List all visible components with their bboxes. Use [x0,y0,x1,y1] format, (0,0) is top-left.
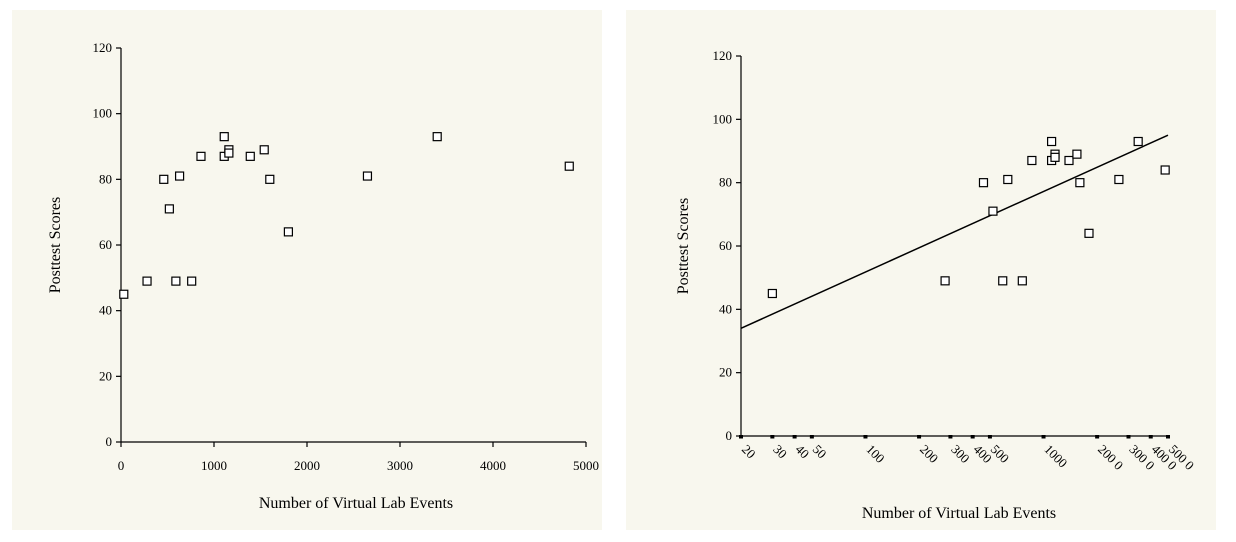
data-point [1075,178,1085,188]
data-point [265,174,275,184]
y-tick-label: 40 [99,303,112,318]
data-point [164,204,174,214]
x-tick [970,435,975,439]
y-tick-label: 100 [713,111,733,126]
data-point [1017,276,1027,286]
x-tick-label: 5000 [573,458,599,473]
data-point [978,178,989,188]
y-axis-title: Posttest Scores [47,197,64,293]
x-tick-label: 300 0 [1126,442,1157,473]
y-axis-title: Posttest Scores [675,198,692,294]
data-point [142,276,152,286]
data-point [1003,174,1013,185]
x-tick-label: 0 [118,458,125,473]
x-tick [1148,435,1153,439]
data-point [196,151,206,161]
y-tick-label: 80 [99,171,112,186]
y-tick-label: 0 [726,428,733,443]
x-tick-label: 1000 [1041,442,1070,471]
data-point [432,132,442,142]
data-point [940,276,950,286]
data-point [219,132,229,142]
data-point [1160,165,1170,175]
x-tick [1041,435,1046,439]
data-point [1047,136,1057,147]
linear-scatter-chart: 0 20 40 60 80 100 120 0 1000 2000 3000 4000 5000 Numb… [47,40,599,512]
data-point [119,289,129,299]
x-tick-label: 30 [770,442,790,462]
x-tick [770,435,775,439]
x-tick [917,435,922,439]
data-point [187,276,197,286]
data-point [1050,152,1060,162]
data-point [998,276,1008,286]
x-tick-label: 20 [739,442,759,462]
y-tick-label: 20 [99,368,112,383]
y-tick-label: 40 [719,301,732,316]
x-tick [1095,435,1100,439]
x-axis-title: Number of Virtual Lab Events [259,495,453,512]
y-tick-label: 120 [713,48,733,63]
y-tick-label: 0 [106,434,113,449]
x-tick [863,435,868,439]
data-point [245,151,255,161]
x-tick [1126,435,1131,439]
data-point [224,148,234,158]
data-point [283,227,293,237]
x-tick [739,435,743,439]
data-point [1072,149,1082,159]
data-point [767,288,777,299]
log-scatter-panel: 0 20 40 60 80 100 120 20 30 40 50 100 200 300 400 500 10… [626,10,1216,530]
linear-scatter-panel: 0 20 40 60 80 100 120 0 1000 2000 3000 4000 5000 Numb… [12,10,602,530]
x-tick-label: 200 0 [1095,442,1126,473]
data-point [1084,228,1094,238]
x-tick [987,435,992,439]
y-tick-label: 120 [93,40,113,55]
x-tick [948,435,953,439]
data-point [1027,155,1037,166]
data-point [171,276,181,286]
x-tick-label: 1000 [201,458,227,473]
y-tick-label: 100 [93,106,113,121]
y-tick-label: 80 [719,175,732,190]
x-tick-label: 3000 [387,458,413,473]
x-tick-label: 4000 [480,458,506,473]
data-point [1133,136,1143,147]
data-point [259,145,269,155]
x-tick-label: 50 [810,442,830,462]
data-point [159,174,169,184]
data-point [1064,155,1074,166]
x-tick-label: 100 [863,442,887,466]
data-point [1114,174,1124,185]
y-tick-label: 20 [719,365,732,380]
data-point [988,206,998,216]
x-tick [809,435,814,439]
data-point [564,161,574,171]
data-point [362,171,373,181]
x-axis-title: Number of Virtual Lab Events [862,505,1056,522]
x-tick [792,435,797,439]
x-tick-label: 500 [988,442,1012,466]
trend-line [740,134,1169,330]
y-tick-label: 60 [99,237,112,252]
y-tick-label: 60 [719,238,732,253]
data-point [174,171,185,181]
x-tick-label: 300 [948,442,972,466]
x-tick-label: 200 [917,442,941,466]
x-tick-label: 2000 [294,458,320,473]
x-tick [1166,435,1170,439]
